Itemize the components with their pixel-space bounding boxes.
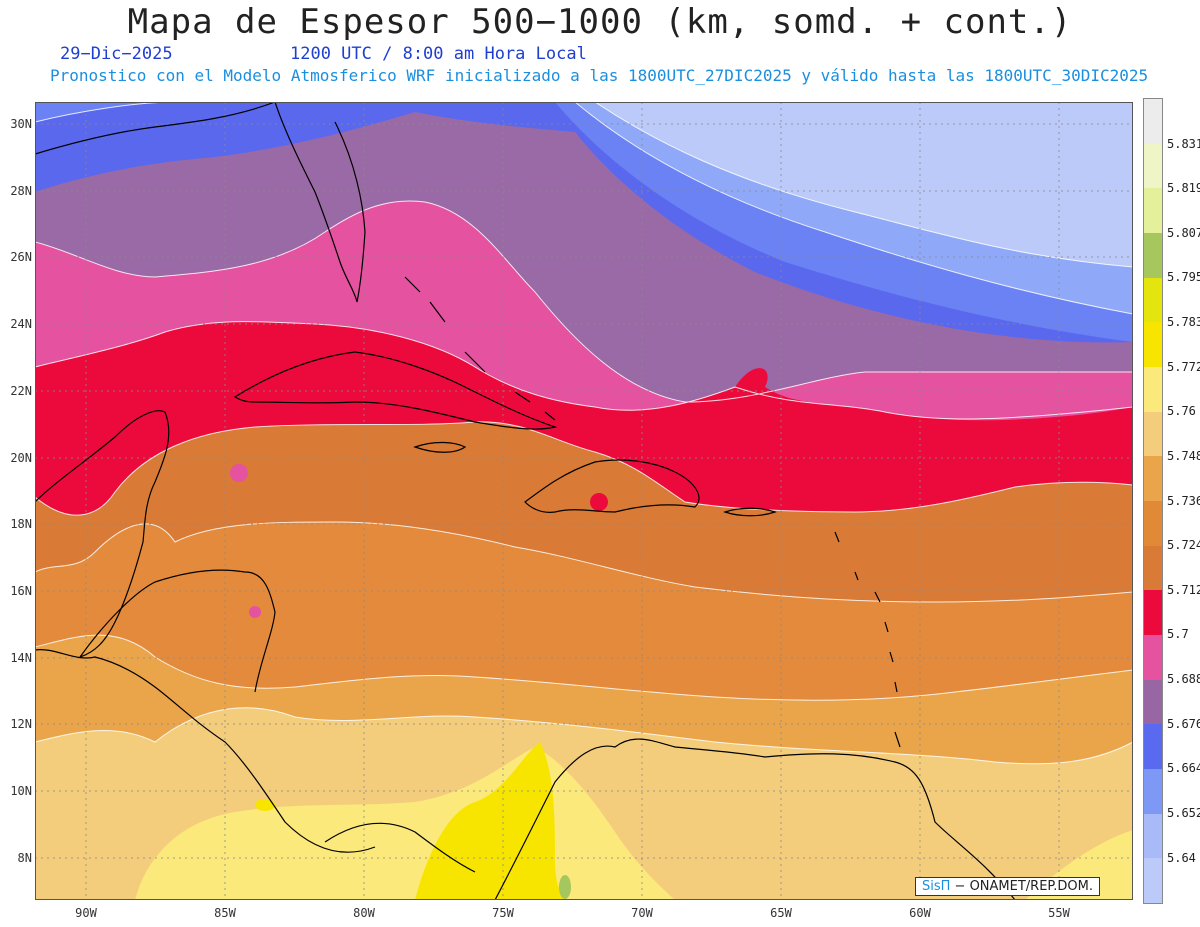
colorbar-swatch [1144,277,1162,323]
colorbar-swatch [1144,724,1162,770]
colorbar-label: 5.783 [1167,315,1200,329]
colorbar-swatch [1144,501,1162,547]
colorbar-swatch [1144,188,1162,234]
lon-label: 60W [909,906,931,920]
lat-label: 18N [10,517,32,531]
colorbar-swatch [1144,590,1162,636]
colorbar-swatch [1144,367,1162,413]
colorbar-label: 5.831 [1167,137,1200,151]
lon-label: 55W [1048,906,1070,920]
lat-label: 14N [10,651,32,665]
colorbar-swatch [1144,858,1162,904]
colorbar-label: 5.712 [1167,583,1200,597]
credit-text: − ONAMET/REP.DOM. [950,879,1093,894]
lon-label: 80W [353,906,375,920]
thickness-map [35,102,1133,900]
map-title: Mapa de Espesor 500−1000 (km, somd. + co… [127,2,1073,42]
lon-label: 85W [214,906,236,920]
lat-label: 8N [17,851,32,865]
lon-label: 65W [770,906,792,920]
colorbar-label: 5.64 [1167,851,1196,865]
colorbar-label: 5.652 [1167,806,1200,820]
lat-label: 26N [10,250,32,264]
lon-label: 70W [631,906,653,920]
lat-label: 16N [10,584,32,598]
lat-label: 30N [10,117,32,131]
colorbar-swatch [1144,322,1162,368]
colorbar-label: 5.7 [1167,627,1189,641]
colorbar-label: 5.724 [1167,538,1200,552]
colorbar-label: 5.748 [1167,449,1200,463]
colorbar-swatch [1144,545,1162,591]
lat-label: 12N [10,717,32,731]
colorbar-swatch [1144,99,1162,145]
lon-label: 90W [75,906,97,920]
colorbar-label: 5.688 [1167,672,1200,686]
colorbar-label: 5.76 [1167,404,1196,418]
lat-label: 24N [10,317,32,331]
colorbar-label: 5.664 [1167,761,1200,775]
colorbar-swatch [1144,769,1162,815]
forecast-date: 29−Dic−2025 [60,44,173,64]
colorbar [1143,98,1163,904]
credit-box: SisΠ − ONAMET/REP.DOM. [915,877,1100,896]
lat-label: 10N [10,784,32,798]
lat-label: 28N [10,184,32,198]
colorbar-swatch [1144,143,1162,189]
forecast-description: Pronostico con el Modelo Atmosferico WRF… [50,66,1149,85]
lat-label: 22N [10,384,32,398]
lat-label: 20N [10,451,32,465]
colorbar-swatch [1144,813,1162,859]
colorbar-label: 5.772 [1167,360,1200,374]
colorbar-swatch [1144,635,1162,681]
colorbar-label: 5.819 [1167,181,1200,195]
colorbar-label: 5.807 [1167,226,1200,240]
colorbar-label: 5.676 [1167,717,1200,731]
sispi-logo: SisΠ [922,879,951,894]
colorbar-swatch [1144,411,1162,457]
colorbar-swatch [1144,233,1162,279]
forecast-time: 1200 UTC / 8:00 am Hora Local [290,44,587,64]
colorbar-swatch [1144,679,1162,725]
colorbar-swatch [1144,456,1162,502]
colorbar-label: 5.736 [1167,494,1200,508]
lon-label: 75W [492,906,514,920]
colorbar-label: 5.795 [1167,270,1200,284]
